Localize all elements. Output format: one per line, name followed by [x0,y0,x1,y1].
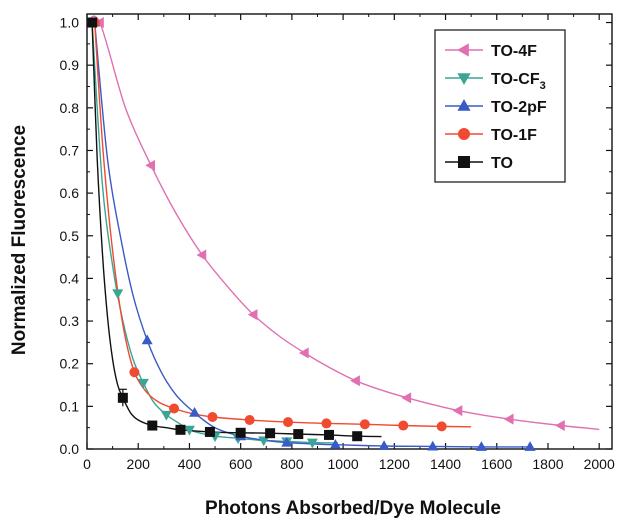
data-point-to-cf3 [183,425,195,436]
y-axis-title: Normalized Fluorescence [9,125,30,355]
data-point-to-4f [555,420,565,432]
data-point-to-1f [359,419,370,430]
fit-line-to-4f [86,15,600,431]
x-tick-label: 2000 [584,456,615,472]
data-point-to-cf3 [258,436,270,447]
legend-label-to: TO [491,155,513,172]
legend-marker-to [458,156,470,168]
legend-marker-to-1f [458,128,470,140]
data-point-to-1f [244,415,255,425]
x-tick-label: 0 [83,456,91,472]
data-point-to-2pf [524,441,536,451]
data-point-to-2pf [475,441,487,451]
data-markers [86,16,565,451]
legend-label-text: TO-4F [491,43,537,60]
data-point-to [147,420,158,431]
data-point-to [235,427,246,438]
data-point-to-2pf [329,438,341,449]
x-tick-label: 800 [280,456,304,472]
fit-line-to-cf3 [91,22,339,444]
legend-label-text: TO-1F [491,127,537,144]
data-point-to-cf3 [306,438,318,449]
data-point-to-4f [298,347,309,359]
data-point-to-1f [436,421,447,432]
legend-marker-to-cf3 [457,73,471,85]
data-point-to [175,424,186,435]
data-point-to-1f [207,412,218,423]
x-axis-title: Photons Absorbed/Dye Molecule [205,498,501,519]
data-point-to [352,431,363,442]
y-tick-label: 0.3 [60,313,80,329]
data-point-to-4f [145,159,156,171]
y-tick-label: 0.6 [60,185,80,201]
legend: TO-4F TO-CF3 TO-2pF TO-1F TO [434,29,566,183]
legend-marker-to-4f [457,43,469,57]
legend-label-to-2pf: TO-2pF [491,99,547,116]
data-point-to-4f [247,309,258,321]
y-tick-label: 0.1 [60,398,80,414]
data-point-to-cf3 [112,289,124,300]
data-point-to [87,17,98,28]
legend-label-to-1f: TO-1F [491,127,537,144]
data-point-to-1f [129,367,140,378]
data-point-to-1f [283,417,294,428]
data-point-to-4f [350,375,360,387]
data-point-to-1f [169,403,180,414]
plot-frame [86,13,613,450]
y-tick-label: 0.2 [60,356,80,372]
y-tick-label: 0.7 [60,142,80,158]
legend-label-text: TO-2pF [491,99,547,116]
data-point-to-4f [401,392,412,404]
data-point-to-cf3 [160,410,172,421]
y-tick-label: 0.4 [60,270,80,286]
fit-line-to-1f [94,22,472,428]
data-point-to-2pf [427,440,439,451]
x-tick-label: 1400 [430,456,461,472]
data-point-to-4f [503,413,514,425]
data-point-to-2pf [378,440,390,451]
x-tick-label: 600 [229,456,253,472]
data-point-to [324,429,335,440]
data-point-to-1f [321,418,332,429]
data-point-to-4f [196,249,207,261]
data-point-to-2pf [189,407,201,417]
legend-marker-to-2pf [457,99,471,111]
x-tick-label: 200 [127,456,151,472]
data-point-to-2pf [281,436,293,447]
data-point-to [265,428,276,439]
data-point-to-2pf [141,334,153,345]
axes: 0 200 400 600 800 1000 1200 1400 1600 1800 2000 0.0… [60,13,615,472]
legend-label-to-cf3: TO-CF3 [491,71,546,92]
x-tick-label: 400 [178,456,202,472]
data-point-to-cf3 [137,378,149,389]
data-point-to [293,429,304,440]
legend-label-text: TO-CF [491,71,540,88]
legend-label-text: TO [491,155,513,172]
x-tick-label: 1600 [481,456,512,472]
legend-label-to-4f: TO-4F [491,43,537,60]
y-tick-label: 1.0 [60,15,80,31]
data-point-to-4f [452,405,463,417]
x-tick-label: 1200 [379,456,410,472]
data-point-to [204,426,215,437]
data-point-to-1f [398,420,409,431]
y-tick-label: 0.9 [60,57,80,73]
legend-label-subscript: 3 [540,80,546,92]
y-tick-label: 0.0 [60,441,80,457]
x-tick-label: 1000 [328,456,359,472]
y-tick-label: 0.5 [60,228,80,244]
y-tick-label: 0.8 [60,100,80,116]
x-tick-label: 1800 [532,456,563,472]
